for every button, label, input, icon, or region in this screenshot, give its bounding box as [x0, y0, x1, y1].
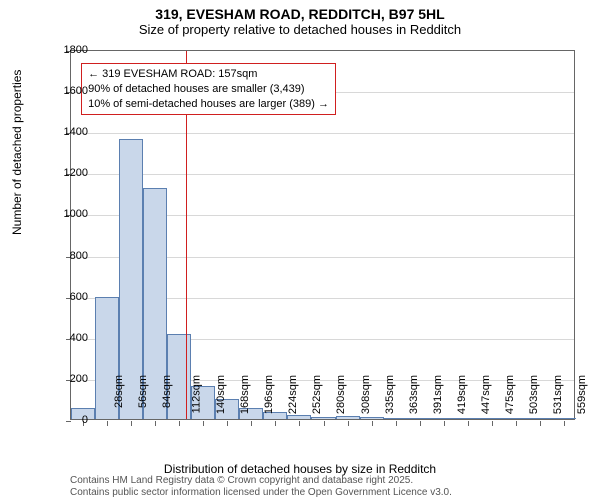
- xtick-mark: [179, 421, 180, 426]
- xtick-label: 112sqm: [190, 375, 202, 413]
- xtick-label: 56sqm: [137, 375, 149, 408]
- xtick-mark: [131, 421, 132, 426]
- ytick-label: 1000: [48, 208, 88, 220]
- ytick-label: 600: [48, 291, 88, 303]
- xtick-mark: [444, 421, 445, 426]
- ytick-label: 1400: [48, 126, 88, 138]
- histogram-bar: [504, 418, 528, 419]
- xtick-mark: [396, 421, 397, 426]
- xtick-mark: [107, 421, 108, 426]
- xtick-label: 224sqm: [287, 375, 299, 414]
- xtick-label: 475sqm: [504, 375, 516, 414]
- xtick-label: 168sqm: [239, 375, 251, 414]
- xtick-label: 84sqm: [161, 375, 173, 408]
- xtick-label: 363sqm: [408, 375, 420, 414]
- annotation-line: 10% of semi-detached houses are larger (…: [88, 97, 329, 112]
- annotation-line: 90% of detached houses are smaller (3,43…: [88, 82, 329, 97]
- xtick-mark: [275, 421, 276, 426]
- xtick-mark: [251, 421, 252, 426]
- xtick-mark: [299, 421, 300, 426]
- histogram-bar: [287, 415, 311, 419]
- xtick-label: 280sqm: [336, 375, 348, 414]
- ytick-label: 800: [48, 250, 88, 262]
- xtick-mark: [324, 421, 325, 426]
- histogram-bar: [528, 418, 552, 419]
- xtick-label: 308sqm: [360, 375, 372, 414]
- xtick-mark: [348, 421, 349, 426]
- xtick-label: 140sqm: [215, 375, 227, 414]
- xtick-mark: [372, 421, 373, 426]
- xtick-mark: [564, 421, 565, 426]
- footer-line2: Contains public sector information licen…: [70, 487, 452, 499]
- histogram-bar: [456, 418, 480, 419]
- y-axis-title: Number of detached properties: [10, 70, 24, 235]
- xtick-label: 196sqm: [263, 375, 275, 414]
- gridline: [71, 174, 574, 175]
- ytick-label: 200: [48, 373, 88, 385]
- gridline: [71, 133, 574, 134]
- xtick-label: 503sqm: [528, 375, 540, 414]
- histogram-bar: [336, 416, 360, 419]
- xtick-mark: [227, 421, 228, 426]
- footer-attribution: Contains HM Land Registry data © Crown c…: [70, 475, 452, 498]
- xtick-label: 559sqm: [576, 375, 588, 414]
- xtick-label: 391sqm: [432, 375, 444, 414]
- xtick-mark: [155, 421, 156, 426]
- xtick-mark: [516, 421, 517, 426]
- title-address: 319, EVESHAM ROAD, REDDITCH, B97 5HL: [0, 6, 600, 22]
- ytick-label: 1200: [48, 167, 88, 179]
- histogram-bar: [408, 418, 432, 419]
- histogram-bar: [360, 417, 384, 419]
- x-axis-title: Distribution of detached houses by size …: [0, 462, 600, 476]
- histogram-bar: [552, 418, 576, 419]
- xtick-mark: [540, 421, 541, 426]
- xtick-mark: [420, 421, 421, 426]
- xtick-label: 28sqm: [113, 375, 125, 408]
- xtick-label: 447sqm: [480, 375, 492, 414]
- histogram-bar: [480, 418, 504, 419]
- xtick-label: 419sqm: [456, 375, 468, 414]
- annotation-box: ← 319 EVESHAM ROAD: 157sqm90% of detache…: [81, 63, 336, 116]
- histogram-bar: [311, 417, 335, 419]
- ytick-label: 1600: [48, 85, 88, 97]
- plot-region: ← 319 EVESHAM ROAD: 157sqm90% of detache…: [70, 50, 575, 420]
- chart-title-block: 319, EVESHAM ROAD, REDDITCH, B97 5HL Siz…: [0, 0, 600, 37]
- ytick-label: 400: [48, 332, 88, 344]
- xtick-label: 335sqm: [384, 375, 396, 414]
- ytick-label: 1800: [48, 44, 88, 56]
- annotation-line: ← 319 EVESHAM ROAD: 157sqm: [88, 67, 329, 82]
- ytick-label: 0: [48, 414, 88, 426]
- footer-line1: Contains HM Land Registry data © Crown c…: [70, 475, 452, 487]
- chart-area: ← 319 EVESHAM ROAD: 157sqm90% of detache…: [70, 50, 575, 420]
- xtick-label: 531sqm: [552, 375, 564, 414]
- histogram-bar: [432, 418, 456, 419]
- histogram-bar: [384, 418, 408, 419]
- xtick-label: 252sqm: [312, 375, 324, 414]
- xtick-mark: [492, 421, 493, 426]
- xtick-mark: [203, 421, 204, 426]
- title-subtitle: Size of property relative to detached ho…: [0, 22, 600, 37]
- xtick-mark: [468, 421, 469, 426]
